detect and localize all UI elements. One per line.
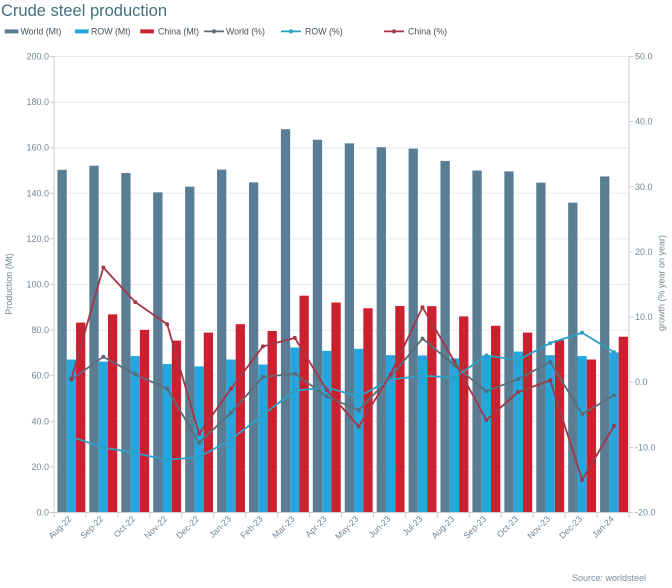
svg-text:140.0: 140.0 (26, 188, 49, 198)
svg-text:-20.0: -20.0 (635, 508, 656, 518)
svg-text:Production (Mt): Production (Mt) (4, 253, 14, 315)
svg-text:40.0: 40.0 (635, 117, 653, 127)
svg-text:40.0: 40.0 (31, 416, 49, 426)
svg-text:50.0: 50.0 (635, 52, 653, 62)
svg-text:200.0: 200.0 (26, 52, 49, 62)
svg-text:0.0: 0.0 (635, 377, 648, 387)
svg-text:China (%): China (%) (408, 27, 447, 37)
svg-text:80.0: 80.0 (31, 325, 49, 335)
svg-text:World (Mt): World (Mt) (21, 27, 62, 37)
svg-text:Crude steel production: Crude steel production (1, 2, 167, 20)
svg-text:60.0: 60.0 (31, 371, 49, 381)
svg-text:ROW (%): ROW (%) (305, 27, 343, 37)
svg-text:120.0: 120.0 (26, 234, 49, 244)
svg-text:China (Mt): China (Mt) (158, 27, 199, 37)
svg-text:10.0: 10.0 (635, 312, 653, 322)
svg-text:160.0: 160.0 (26, 143, 49, 153)
svg-text:0.0: 0.0 (36, 508, 49, 518)
svg-text:Source: worldsteel: Source: worldsteel (572, 573, 646, 583)
svg-text:20.0: 20.0 (31, 462, 49, 472)
svg-text:20.0: 20.0 (635, 247, 653, 257)
svg-text:World (%): World (%) (226, 27, 265, 37)
svg-text:growth (% year on year): growth (% year on year) (657, 235, 667, 331)
svg-text:180.0: 180.0 (26, 97, 49, 107)
svg-text:ROW (Mt): ROW (Mt) (91, 27, 131, 37)
svg-text:30.0: 30.0 (635, 182, 653, 192)
svg-text:100.0: 100.0 (26, 280, 49, 290)
svg-text:-10.0: -10.0 (635, 442, 656, 452)
